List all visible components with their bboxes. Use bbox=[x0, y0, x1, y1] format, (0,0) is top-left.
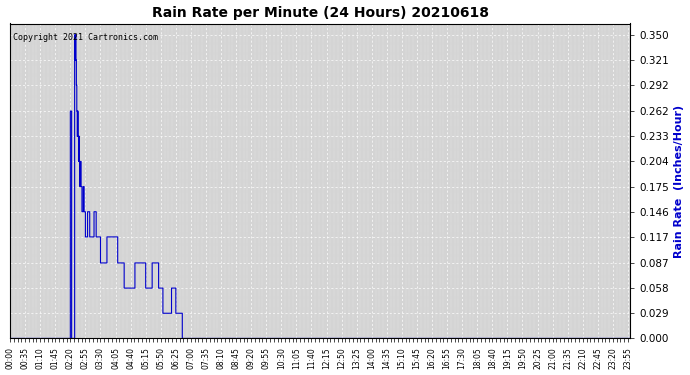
Title: Rain Rate per Minute (24 Hours) 20210618: Rain Rate per Minute (24 Hours) 20210618 bbox=[152, 6, 489, 20]
Y-axis label: Rain Rate  (Inches/Hour): Rain Rate (Inches/Hour) bbox=[674, 104, 684, 258]
Text: Copyright 2021 Cartronics.com: Copyright 2021 Cartronics.com bbox=[13, 33, 158, 42]
